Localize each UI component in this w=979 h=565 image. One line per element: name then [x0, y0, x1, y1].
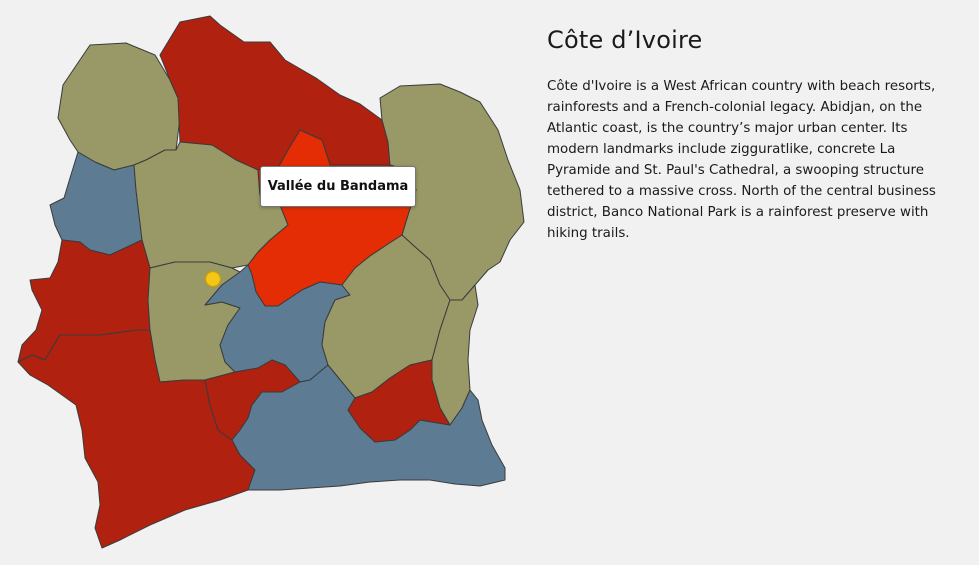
- tooltip-label: Vallée du Bandama: [267, 179, 409, 194]
- map-container: Vallée du Bandama: [17, 15, 525, 549]
- location-marker[interactable]: [204, 270, 222, 288]
- region-marahoue[interactable]: [147, 261, 241, 383]
- country-title: Côte d’Ivoire: [547, 26, 703, 54]
- country-description: Côte d'Ivoire is a West African country …: [547, 79, 936, 241]
- info-panel: Côte d’Ivoire Côte d'Ivoire is a West Af…: [547, 26, 947, 244]
- region-southeast[interactable]: [347, 359, 451, 443]
- region-lagunes[interactable]: [231, 364, 506, 491]
- region-west[interactable]: [49, 151, 143, 256]
- region-tooltip: Vallée du Bandama: [260, 166, 416, 207]
- cote-divoire-map: [17, 15, 525, 549]
- region-northwest[interactable]: [57, 42, 181, 171]
